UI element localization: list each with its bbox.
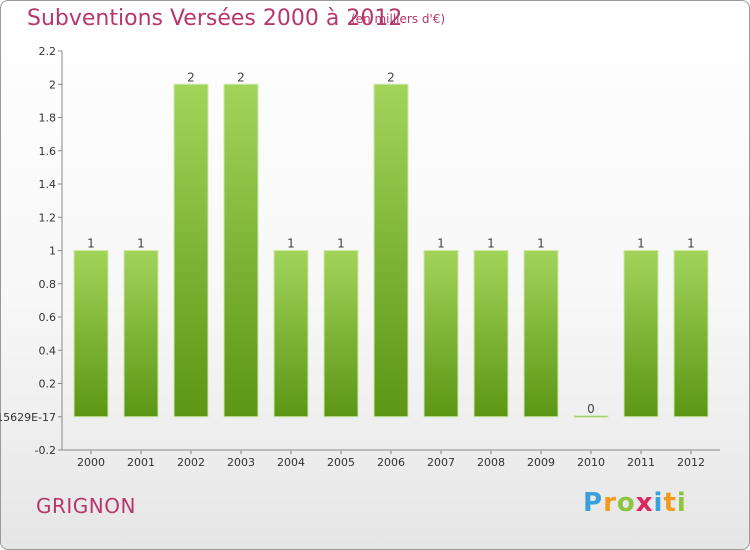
commune-name: GRIGNON <box>36 494 136 518</box>
x-tick-label: 2006 <box>377 456 405 469</box>
y-tick-label: 1.2 <box>39 211 57 224</box>
bar <box>573 415 609 418</box>
bar <box>123 250 159 418</box>
y-tick-label: 0.2 <box>39 378 57 391</box>
bar <box>273 250 309 418</box>
y-tick-label: -0.2 <box>35 444 56 457</box>
bar-data-label: 1 <box>687 237 695 251</box>
y-tick-label: 0.6 <box>39 311 57 324</box>
logo-letter: i <box>653 488 664 518</box>
bar <box>173 83 209 418</box>
bar <box>223 83 259 418</box>
logo-letter: x <box>635 488 654 518</box>
x-tick-label: 2009 <box>527 456 555 469</box>
logo-letter: o <box>616 488 636 518</box>
y-tick-label: 1.8 <box>39 112 57 125</box>
bar <box>423 250 459 418</box>
x-tick-label: 2008 <box>477 456 505 469</box>
chart-unit: (en milliers d'€) <box>351 12 446 26</box>
bar-data-label: 1 <box>87 237 95 251</box>
bar <box>623 250 659 418</box>
x-tick-label: 2000 <box>77 456 105 469</box>
chart-title: Subventions Versées 2000 à 2012 <box>27 6 403 31</box>
x-tick-label: 2002 <box>177 456 205 469</box>
bar-data-label: 2 <box>187 70 195 84</box>
bar-data-label: 1 <box>537 237 545 251</box>
y-tick-label: 1 <box>49 245 56 258</box>
bar <box>473 250 509 418</box>
x-tick-label: 2011 <box>627 456 655 469</box>
y-tick-label: 2 <box>49 78 56 91</box>
logo-letter: P <box>583 488 604 518</box>
bar-data-label: 1 <box>487 237 495 251</box>
x-tick-label: 2012 <box>677 456 705 469</box>
bar-data-label: 2 <box>387 70 395 84</box>
y-tick-label: 1.4 <box>39 178 57 191</box>
bar-data-label: 1 <box>137 237 145 251</box>
x-tick-label: 2010 <box>577 456 605 469</box>
y-tick-label: 0.4 <box>39 344 57 357</box>
bar <box>73 250 109 418</box>
y-tick-label: 1.6 <box>39 145 57 158</box>
x-tick-label: 2007 <box>427 456 455 469</box>
y-tick-label: 0.8 <box>39 278 57 291</box>
y-tick-label: 2.2 <box>39 45 57 58</box>
x-tick-label: 2005 <box>327 456 355 469</box>
bar-data-label: 1 <box>337 237 345 251</box>
logo-letter: r <box>603 488 617 518</box>
logo-letter: t <box>663 488 677 518</box>
bar-data-label: 2 <box>237 70 245 84</box>
y-tick-label: -15629E-17 <box>0 411 56 424</box>
x-tick-label: 2004 <box>277 456 305 469</box>
bar-data-label: 1 <box>637 237 645 251</box>
bar <box>373 83 409 418</box>
bar-data-label: 1 <box>437 237 445 251</box>
x-tick-label: 2001 <box>127 456 155 469</box>
bar <box>523 250 559 418</box>
x-tick-label: 2003 <box>227 456 255 469</box>
logo-letter: i <box>676 488 687 518</box>
bar <box>323 250 359 418</box>
proxiti-logo[interactable]: Proxiti <box>583 488 687 518</box>
bar-data-label: 0 <box>587 402 595 416</box>
bar <box>673 250 709 418</box>
bar-data-label: 1 <box>287 237 295 251</box>
